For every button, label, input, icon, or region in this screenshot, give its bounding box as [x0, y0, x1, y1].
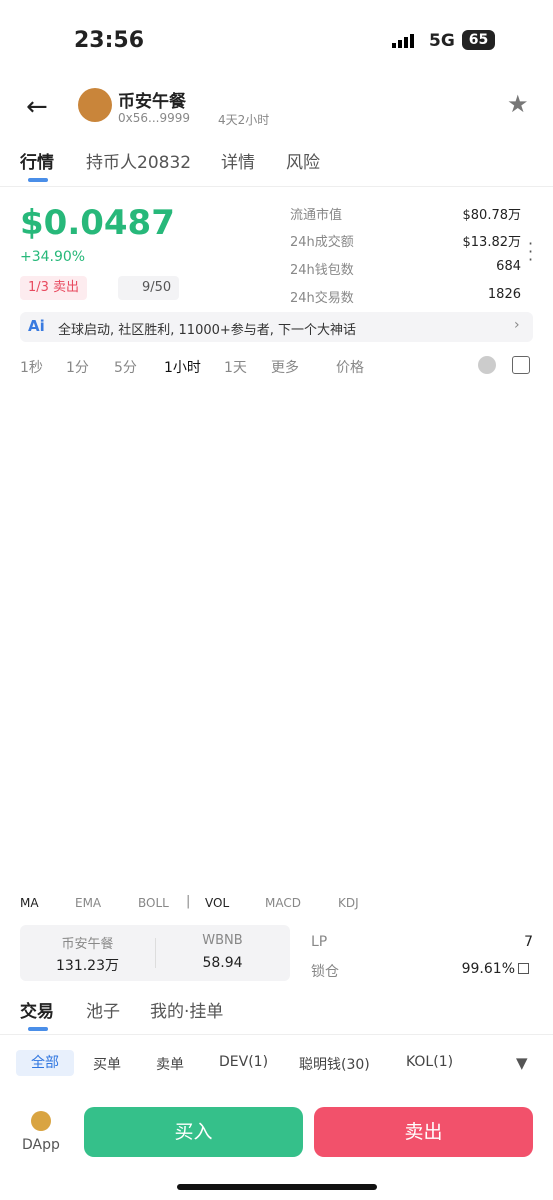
dapp-icon[interactable] — [31, 1111, 51, 1131]
separator: | — [186, 894, 191, 909]
network: 5G — [429, 31, 455, 51]
pool-base-amount: 58.94 — [202, 955, 243, 971]
filter[interactable]: 卖单 — [156, 1057, 184, 1073]
price-change: +34.90% — [20, 249, 86, 265]
indicator[interactable]: BOLL — [138, 896, 169, 910]
sell-badge[interactable]: 1/3 卖出 — [20, 276, 88, 300]
filter[interactable]: 全部 — [16, 1050, 74, 1076]
ai-banner-text: 全球启动, 社区胜利, 11000+参与者, 下一个大神话 — [58, 323, 357, 338]
sell-button[interactable]: 卖出 — [314, 1107, 533, 1157]
stat-value: 1826 — [487, 287, 521, 302]
token-age: 4天2小时 — [218, 113, 270, 127]
filter[interactable]: 聪明钱(30) — [299, 1057, 370, 1073]
score-badge[interactable]: 9/50 — [118, 276, 180, 300]
stat-value: 684 — [496, 259, 521, 274]
interval[interactable]: 1天 — [224, 360, 247, 376]
pool-base-label: WBNB — [202, 933, 243, 948]
stat-label: 流通市值 — [290, 208, 343, 223]
buy-button[interactable]: 买入 — [84, 1107, 303, 1157]
lock-label: 锁仓 — [311, 964, 339, 980]
indicator[interactable]: MACD — [265, 896, 301, 910]
lock-value: 99.61% — [461, 961, 515, 977]
indicator[interactable]: KDJ — [338, 896, 359, 910]
token-avatar — [78, 88, 112, 122]
chevron: › — [514, 317, 520, 333]
divider — [155, 938, 156, 968]
interval[interactable]: 价格 — [336, 360, 364, 376]
indicator[interactable]: EMA — [75, 896, 102, 910]
filter[interactable]: DEV(1) — [219, 1054, 269, 1070]
pool-token-label: 币安午餐 — [61, 937, 114, 952]
stat-value: $80.78万 — [462, 208, 522, 223]
tab[interactable]: 持币人20832 — [86, 153, 192, 173]
back-button[interactable]: ← — [26, 92, 48, 122]
ai-icon: Ai — [28, 317, 45, 335]
stat-value: $13.82万 — [462, 235, 522, 250]
stat-label: 24h交易数 — [290, 291, 354, 306]
chart — [0, 0, 553, 900]
filter[interactable]: KOL(1) — [406, 1054, 454, 1070]
external-link-icon[interactable] — [518, 963, 529, 974]
interval[interactable]: 1秒 — [20, 360, 43, 376]
lp-label: LP — [311, 934, 328, 950]
trade-tab[interactable]: 交易 — [20, 1002, 54, 1022]
more-menu[interactable]: · · · — [528, 234, 534, 269]
price: $0.0487 — [20, 203, 175, 243]
tool-icon[interactable] — [478, 356, 496, 374]
interval[interactable]: 1小时 — [164, 360, 201, 376]
tab-indicator — [28, 1027, 48, 1031]
tab[interactable]: 行情 — [20, 153, 54, 173]
token-name: 币安午餐 — [118, 92, 186, 112]
lp-value: 7 — [524, 934, 533, 950]
favorite-star[interactable]: ★ — [507, 90, 529, 118]
filter[interactable]: 买单 — [93, 1057, 121, 1073]
token-address[interactable]: 0x56...9999 — [118, 111, 190, 125]
settings-icon[interactable] — [512, 356, 530, 374]
home-indicator — [177, 1184, 377, 1190]
time: 23:56 — [74, 28, 145, 53]
ai-banner[interactable] — [20, 312, 533, 342]
interval[interactable]: 1分 — [66, 360, 89, 376]
indicator[interactable]: VOL — [205, 896, 230, 910]
stat-label: 24h钱包数 — [290, 263, 354, 278]
trade-tab[interactable]: 我的·挂单 — [150, 1002, 224, 1022]
battery: 65 — [462, 30, 495, 50]
trade-tab[interactable]: 池子 — [86, 1002, 120, 1022]
indicator[interactable]: MA — [20, 896, 39, 910]
tab[interactable]: 详情 — [221, 153, 255, 173]
divider — [0, 186, 553, 187]
interval[interactable]: 更多 — [271, 360, 299, 376]
filter-icon[interactable]: ▼ — [516, 1054, 528, 1072]
tab[interactable]: 风险 — [286, 153, 320, 173]
interval[interactable]: 5分 — [114, 360, 137, 376]
pool-token-amount: 131.23万 — [56, 958, 119, 974]
divider — [0, 1034, 553, 1035]
dapp-label[interactable]: DApp — [22, 1137, 60, 1153]
stat-label: 24h成交额 — [290, 235, 354, 250]
tab-indicator — [28, 178, 48, 182]
